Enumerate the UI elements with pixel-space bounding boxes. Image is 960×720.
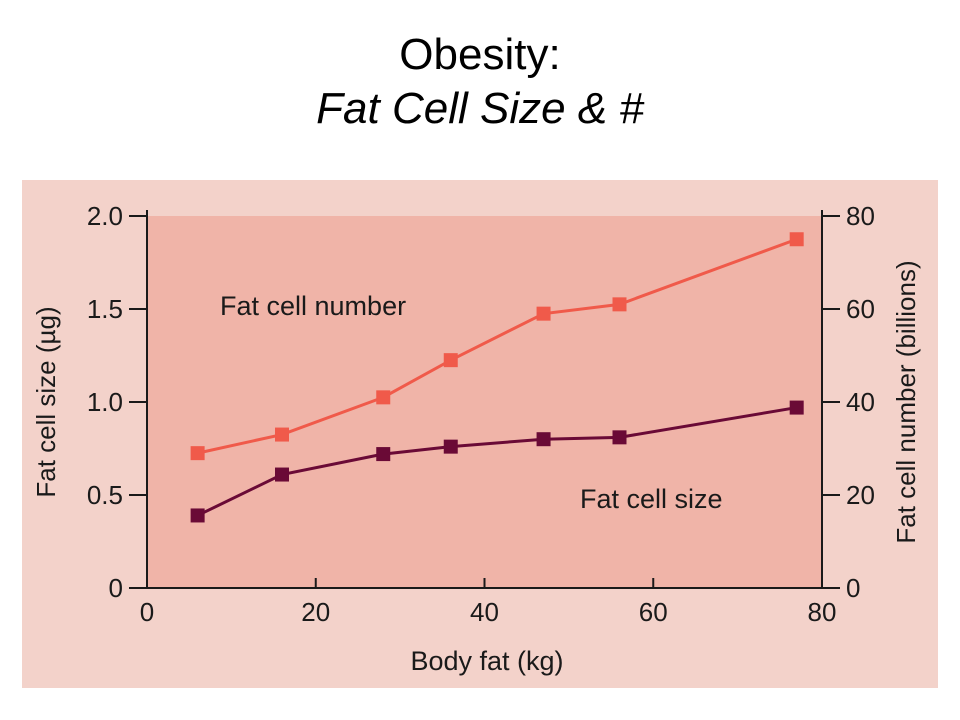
x-axis-label: Body fat (kg): [410, 646, 563, 676]
y-axis-label: Fat cell size (µg): [31, 306, 61, 497]
data-point-fat-cell-size: [376, 447, 391, 462]
x-tick-label: 60: [639, 597, 668, 627]
data-point-fat-cell-size: [612, 430, 627, 445]
x-tick-label: 40: [470, 597, 499, 627]
x-tick-label: 20: [301, 597, 330, 627]
y-tick-label-left: 1.0: [87, 387, 123, 417]
chart-figure: 0 20 40 60 80 0 0.5 1.0 1.5 2.0 0 20 40 60 80 Fat cell…: [22, 180, 938, 688]
subtitle-line: Fat Cell Size & #: [316, 84, 644, 133]
y-tick-label-left: 0.5: [87, 480, 123, 510]
y-tick-label-right: 40: [846, 387, 875, 417]
x-tick-label: 0: [140, 597, 154, 627]
data-point-fat-cell-number: [190, 446, 205, 461]
y-tick-label-left: 0: [109, 573, 123, 603]
y-tick-label-right: 80: [846, 201, 875, 231]
series-layer: [190, 232, 804, 523]
data-point-fat-cell-size: [275, 467, 289, 482]
x-tick-label: 80: [808, 597, 837, 627]
data-point-fat-cell-number: [443, 353, 458, 368]
plot-area: [147, 216, 822, 588]
y-tick-label-right: 20: [846, 480, 875, 510]
slide-title: Obesity: Fat Cell Size & #: [0, 28, 960, 136]
data-point-fat-cell-number: [275, 427, 289, 442]
y-tick-label-right: 60: [846, 294, 875, 324]
data-point-fat-cell-size: [789, 400, 804, 415]
data-point-fat-cell-number: [789, 232, 804, 247]
ticks: 0 20 40 60 80 0 0.5 1.0 1.5 2.0 0 20 40 60 80: [87, 201, 875, 627]
y-tick-label-left: 1.5: [87, 294, 123, 324]
series-label-fat-cell-size: Fat cell size: [580, 484, 723, 514]
data-point-fat-cell-size: [536, 432, 551, 447]
data-point-fat-cell-size: [190, 508, 205, 523]
y2-axis-label: Fat cell number (billions): [891, 260, 921, 543]
data-point-fat-cell-number: [612, 297, 627, 312]
title-line: Obesity:: [399, 30, 561, 79]
y-tick-label-left: 2.0: [87, 201, 123, 231]
data-point-fat-cell-number: [536, 306, 551, 321]
series-labels: Fat cell number Fat cell size: [220, 291, 723, 514]
data-point-fat-cell-size: [443, 439, 458, 454]
data-point-fat-cell-number: [376, 390, 391, 405]
chart-svg: 0 20 40 60 80 0 0.5 1.0 1.5 2.0 0 20 40 60 80 Fat cell…: [31, 201, 921, 676]
series-label-fat-cell-number: Fat cell number: [220, 291, 406, 321]
y-tick-label-right: 0: [846, 573, 860, 603]
